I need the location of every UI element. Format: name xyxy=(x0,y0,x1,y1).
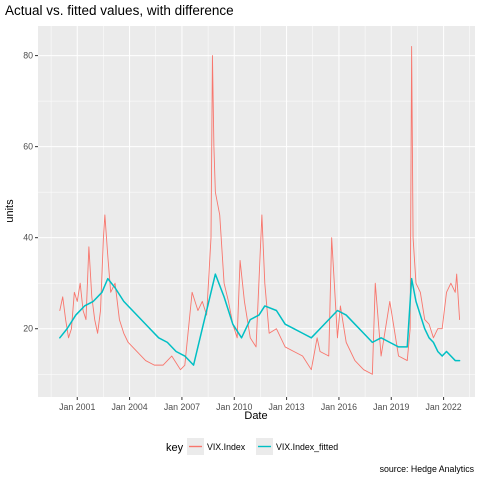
series-layer xyxy=(59,46,461,375)
x-tick-label: Jan 2016 xyxy=(321,402,357,412)
legend-label-actual: VIX.Index xyxy=(207,442,246,452)
y-tick-label: 20 xyxy=(23,324,33,334)
chart-title: Actual vs. fitted values, with differenc… xyxy=(5,3,234,18)
y-axis: 20 40 60 80 xyxy=(23,51,38,334)
legend-item-fitted: VIX.Index_fitted xyxy=(256,438,338,455)
x-tick-label: Jan 2001 xyxy=(59,402,95,412)
legend-title: key xyxy=(166,442,184,454)
x-tick-label: Jan 2010 xyxy=(216,402,252,412)
caption: source: Hedge Analytics xyxy=(380,464,475,474)
x-axis-title: Date xyxy=(244,410,267,422)
x-tick-label: Jan 2007 xyxy=(164,402,200,412)
x-axis: Jan 2001 Jan 2004 Jan 2007 Jan 2010 Jan 2013… xyxy=(59,397,462,412)
x-tick-label: Jan 2013 xyxy=(268,402,304,412)
y-tick-label: 60 xyxy=(23,142,33,152)
series-line-actual xyxy=(59,46,461,375)
legend-label-fitted: VIX.Index_fitted xyxy=(276,442,338,452)
series-line-fitted xyxy=(59,273,461,366)
y-tick-label: 80 xyxy=(23,51,33,61)
x-tick-label: Jan 2019 xyxy=(373,402,409,412)
x-tick-label: Jan 2022 xyxy=(425,402,461,412)
y-tick-label: 40 xyxy=(23,233,33,243)
y-axis-title: units xyxy=(4,199,16,223)
legend: key VIX.Index VIX.Index_fitted xyxy=(166,438,338,455)
x-tick-label: Jan 2004 xyxy=(111,402,147,412)
legend-item-actual: VIX.Index xyxy=(187,438,246,455)
